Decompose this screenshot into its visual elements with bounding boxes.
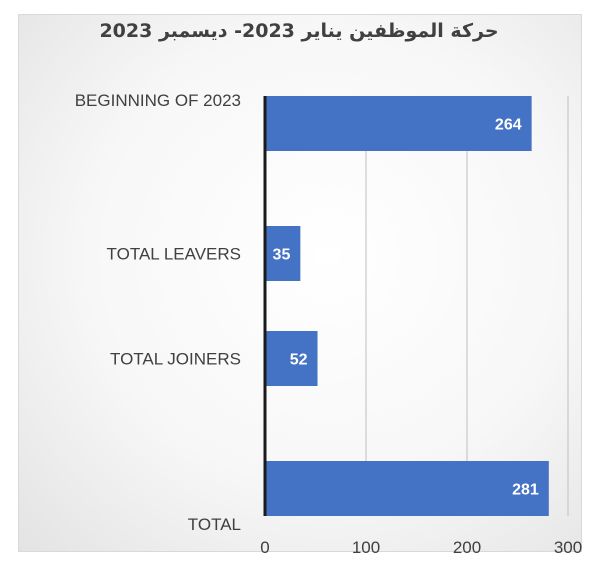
x-tick-label: 200 [453,538,481,557]
data-label: 35 [273,247,291,264]
bar [265,461,549,516]
chart-title: حركة الموظفين يناير 2023- ديسمبر 2023 [99,20,499,42]
x-tick-label: 300 [554,538,582,557]
category-label: BEGINNING OF 2023 [75,91,241,110]
x-tick-label: 100 [352,538,380,557]
bar [265,331,318,386]
bar [265,226,301,281]
category-label: TOTAL LEAVERS [107,245,241,264]
category-label: TOTAL JOINERS [110,350,241,369]
data-label: 264 [495,117,522,134]
data-label: 52 [290,352,308,369]
x-tick-label: 0 [260,538,269,557]
data-label: 281 [512,482,539,499]
category-label: TOTAL [188,515,241,534]
bar [265,96,532,151]
